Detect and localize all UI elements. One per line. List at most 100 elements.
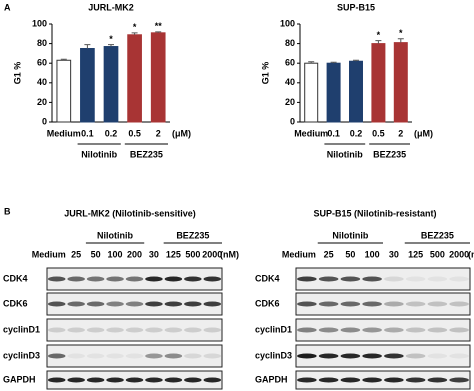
band bbox=[203, 353, 222, 359]
group-label: Nilotinib bbox=[81, 149, 117, 159]
panel-label: B bbox=[4, 206, 11, 216]
band bbox=[340, 377, 361, 383]
chart-title: SUP-B15 bbox=[337, 2, 375, 12]
x-tick-label: 0.1 bbox=[327, 128, 340, 138]
band bbox=[67, 327, 85, 333]
band bbox=[405, 301, 426, 307]
blot-strip bbox=[295, 318, 471, 342]
band bbox=[145, 276, 163, 282]
lane-label: 25 bbox=[324, 249, 334, 259]
lane-label: 2000 bbox=[449, 249, 469, 259]
error-bar bbox=[84, 44, 91, 49]
band bbox=[184, 276, 202, 282]
x-tick-label: 0.2 bbox=[350, 128, 363, 138]
lane-label: 100 bbox=[108, 249, 123, 259]
band bbox=[125, 353, 144, 359]
y-tick-label: 100 bbox=[280, 18, 295, 28]
bar bbox=[326, 62, 341, 123]
lane-label: 125 bbox=[408, 249, 423, 259]
band bbox=[184, 353, 202, 359]
band bbox=[67, 377, 85, 383]
band bbox=[362, 301, 382, 307]
y-tick-label: 20 bbox=[285, 97, 295, 107]
band bbox=[203, 276, 222, 282]
band bbox=[164, 301, 183, 307]
row-label: cyclinD3 bbox=[255, 350, 292, 360]
band bbox=[449, 353, 469, 359]
band bbox=[318, 353, 339, 359]
blot-strip bbox=[46, 344, 223, 368]
band bbox=[405, 327, 426, 333]
lane-label: 30 bbox=[389, 249, 399, 259]
band bbox=[427, 301, 448, 307]
band bbox=[47, 276, 66, 282]
group-label: BEZ235 bbox=[373, 149, 406, 159]
band bbox=[67, 301, 85, 307]
band bbox=[318, 377, 339, 383]
group-label: Nilotinib bbox=[327, 149, 363, 159]
error-bar bbox=[108, 44, 114, 47]
band bbox=[145, 327, 163, 333]
significance: * bbox=[377, 30, 381, 40]
chart-title: JURL-MK2 bbox=[88, 2, 134, 12]
y-tick-label: 0 bbox=[42, 116, 47, 126]
band bbox=[297, 353, 317, 359]
band bbox=[427, 377, 448, 383]
row-label: cyclinD1 bbox=[3, 324, 40, 334]
blot-title: JURL-MK2 (Nilotinib-sensitive) bbox=[64, 208, 196, 218]
y-tick-label: 20 bbox=[37, 97, 47, 107]
band bbox=[125, 327, 144, 333]
bar bbox=[103, 46, 119, 123]
x-tick-label: Medium bbox=[294, 128, 328, 138]
band bbox=[125, 301, 144, 307]
band bbox=[145, 301, 163, 307]
band bbox=[106, 353, 124, 359]
lane-label: 500 bbox=[430, 249, 445, 259]
band bbox=[297, 276, 317, 282]
blot-strip bbox=[295, 344, 471, 368]
lane-label: 2000 bbox=[202, 249, 222, 259]
blot-strip bbox=[295, 370, 471, 390]
band bbox=[184, 377, 202, 383]
lane-label: 500 bbox=[185, 249, 200, 259]
band bbox=[362, 276, 382, 282]
band bbox=[340, 327, 361, 333]
lane-label: 50 bbox=[345, 249, 355, 259]
y-tick-label: 40 bbox=[37, 77, 47, 87]
error-bar bbox=[308, 61, 315, 64]
band bbox=[145, 353, 163, 359]
lane-label: 125 bbox=[166, 249, 181, 259]
band bbox=[86, 276, 105, 282]
band bbox=[67, 276, 85, 282]
band bbox=[384, 327, 404, 333]
blot-strip bbox=[46, 318, 223, 342]
row-label: GAPDH bbox=[255, 374, 288, 384]
band bbox=[145, 377, 163, 383]
band bbox=[106, 276, 124, 282]
band bbox=[405, 276, 426, 282]
lane-label: Medium bbox=[282, 249, 316, 259]
x-tick-label: 0.2 bbox=[105, 128, 118, 138]
band bbox=[318, 276, 339, 282]
row-label: CDK6 bbox=[255, 298, 280, 308]
band bbox=[184, 327, 202, 333]
x-tick-label: 2 bbox=[156, 128, 161, 138]
y-tick-label: 0 bbox=[290, 116, 295, 126]
unit-label: (nM) bbox=[220, 249, 239, 259]
error-bar bbox=[353, 59, 359, 62]
band bbox=[106, 377, 124, 383]
blot-strip bbox=[295, 267, 471, 291]
panel-label: A bbox=[4, 2, 11, 12]
bar bbox=[80, 48, 95, 123]
y-tick-label: 80 bbox=[37, 38, 47, 48]
y-tick-label: 60 bbox=[37, 58, 47, 68]
blot-title: SUP-B15 (Nilotinib-resistant) bbox=[313, 208, 436, 218]
bar bbox=[150, 32, 166, 123]
group-label: BEZ235 bbox=[176, 230, 209, 240]
band bbox=[362, 327, 382, 333]
band bbox=[86, 377, 105, 383]
x-tick-label: 0.5 bbox=[372, 128, 385, 138]
y-axis-label: G1 % bbox=[12, 62, 22, 85]
band bbox=[384, 353, 404, 359]
